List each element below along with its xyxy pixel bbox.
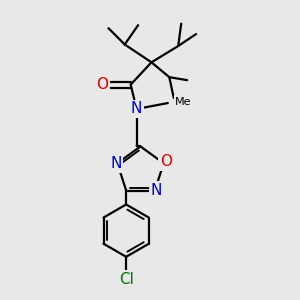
Text: N: N [151, 183, 162, 198]
Text: Cl: Cl [119, 272, 134, 287]
Text: N: N [110, 156, 122, 171]
Text: Me: Me [175, 97, 192, 106]
Text: O: O [96, 77, 108, 92]
Text: O: O [160, 154, 172, 169]
Text: N: N [131, 101, 142, 116]
